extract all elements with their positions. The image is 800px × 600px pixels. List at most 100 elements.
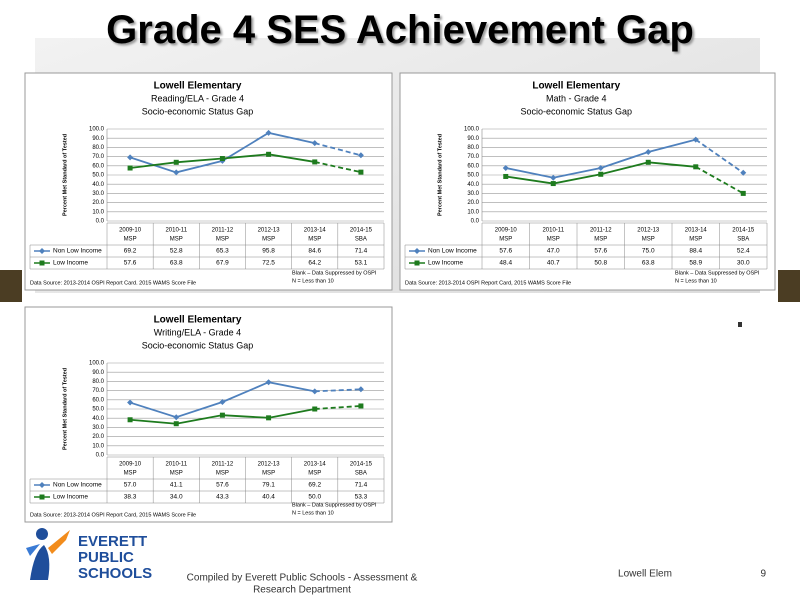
accent-bar xyxy=(0,270,22,302)
x-tick-label: MSP xyxy=(124,237,137,243)
x-tick-label: 2009-10 xyxy=(119,228,142,234)
y-tick-label: 100.0 xyxy=(89,361,105,367)
x-tick-label: MSP xyxy=(262,237,275,243)
table-value: 50.0 xyxy=(308,494,321,501)
point xyxy=(740,190,746,196)
table-value: 52.8 xyxy=(170,248,183,255)
point xyxy=(358,403,364,409)
suppression-note: Blank – Data Suppressed by OSPI xyxy=(292,502,377,508)
y-tick-label: 90.0 xyxy=(92,370,104,376)
chart-title: Lowell Elementary xyxy=(532,81,620,92)
y-tick-label: 60.0 xyxy=(92,397,104,403)
chart-subtitle: Socio-economic Status Gap xyxy=(142,106,254,116)
x-tick-label: 2011-12 xyxy=(212,462,234,468)
series-line xyxy=(695,138,744,174)
table-value: 71.4 xyxy=(355,482,368,489)
y-tick-label: 70.0 xyxy=(467,154,479,160)
point xyxy=(358,169,364,175)
y-tick-label: 70.0 xyxy=(92,388,104,394)
suppression-note: Blank – Data Suppressed by OSPI xyxy=(292,270,377,276)
dot xyxy=(738,322,742,327)
point xyxy=(550,181,556,187)
suppression-note: N = Less than 10 xyxy=(292,510,334,516)
y-tick-label: 80.0 xyxy=(92,145,104,151)
table-value: 38.3 xyxy=(124,494,137,501)
suppression-note: N = Less than 10 xyxy=(675,278,717,284)
x-tick-label: 2013-14 xyxy=(304,462,327,468)
accent-bar xyxy=(778,270,800,302)
y-tick-label: 100.0 xyxy=(89,127,105,133)
y-tick-label: 30.0 xyxy=(92,191,104,197)
table-value: 53.1 xyxy=(355,260,368,267)
x-tick-label: 2011-12 xyxy=(590,228,612,234)
legend-label: Non Low Income xyxy=(53,482,102,489)
chart-subtitle: Socio-economic Status Gap xyxy=(142,340,254,350)
legend-label: Low Income xyxy=(428,260,463,267)
chart-subtitle: Socio-economic Status Gap xyxy=(520,106,632,116)
chart-title: Lowell Elementary xyxy=(154,81,242,92)
point xyxy=(357,152,364,159)
point xyxy=(173,159,179,165)
x-tick-label: MSP xyxy=(216,237,229,243)
x-tick-label: 2012-13 xyxy=(258,462,281,468)
table-value: 79.1 xyxy=(262,482,275,489)
panel xyxy=(24,306,393,523)
suppression-note: N = Less than 10 xyxy=(292,278,334,284)
point xyxy=(219,156,225,162)
logo-text: PUBLIC xyxy=(78,549,134,566)
legend-label: Low Income xyxy=(53,260,88,267)
x-tick-label: MSP xyxy=(170,237,183,243)
y-tick-label: 40.0 xyxy=(92,416,104,422)
x-tick-label: SBA xyxy=(355,471,367,477)
y-tick-label: 20.0 xyxy=(92,200,104,206)
x-tick-label: MSP xyxy=(308,471,321,477)
table-value: 88.4 xyxy=(689,248,702,255)
series-line xyxy=(695,166,744,195)
point xyxy=(127,417,133,423)
point xyxy=(266,415,272,421)
suppression-note: Blank – Data Suppressed by OSPI xyxy=(675,270,760,276)
table-value: 40.4 xyxy=(262,494,275,501)
point xyxy=(502,165,509,172)
y-axis-label: Percent Met Standard of Tested xyxy=(62,134,68,216)
y-tick-label: 80.0 xyxy=(467,145,479,151)
y-tick-label: 0.0 xyxy=(471,219,480,225)
x-tick-label: MSP xyxy=(124,471,137,477)
point xyxy=(357,386,364,393)
y-axis-label: Percent Met Standard of Tested xyxy=(437,134,443,216)
point xyxy=(503,173,509,179)
panel xyxy=(24,72,393,291)
point xyxy=(597,165,604,172)
point xyxy=(414,260,420,266)
table-value: 47.0 xyxy=(547,248,560,255)
point xyxy=(266,151,272,157)
table-value: 69.2 xyxy=(124,248,137,255)
y-tick-label: 0.0 xyxy=(96,453,105,459)
legend-label: Low Income xyxy=(53,494,88,501)
x-tick-label: MSP xyxy=(642,237,655,243)
point xyxy=(127,165,133,171)
y-tick-label: 50.0 xyxy=(92,173,104,179)
y-axis-label: Percent Met Standard of Tested xyxy=(62,368,68,450)
table-value: 50.8 xyxy=(594,260,607,267)
table-value: 69.2 xyxy=(308,482,321,489)
x-tick-label: 2009-10 xyxy=(495,228,518,234)
table-value: 52.4 xyxy=(737,248,750,255)
y-tick-label: 100.0 xyxy=(464,127,480,133)
table-value: 43.3 xyxy=(216,494,229,501)
x-tick-label: MSP xyxy=(170,471,183,477)
point xyxy=(173,421,179,427)
table-value: 48.4 xyxy=(499,260,512,267)
x-tick-label: MSP xyxy=(547,237,560,243)
point xyxy=(414,248,420,254)
y-tick-label: 80.0 xyxy=(92,379,104,385)
point xyxy=(265,129,272,136)
y-tick-label: 50.0 xyxy=(467,173,479,179)
chart-subtitle: Writing/ELA - Grade 4 xyxy=(154,327,241,337)
legend-label: Non Low Income xyxy=(428,248,477,255)
table-value: 75.0 xyxy=(642,248,655,255)
point xyxy=(219,412,225,418)
point xyxy=(39,494,45,500)
